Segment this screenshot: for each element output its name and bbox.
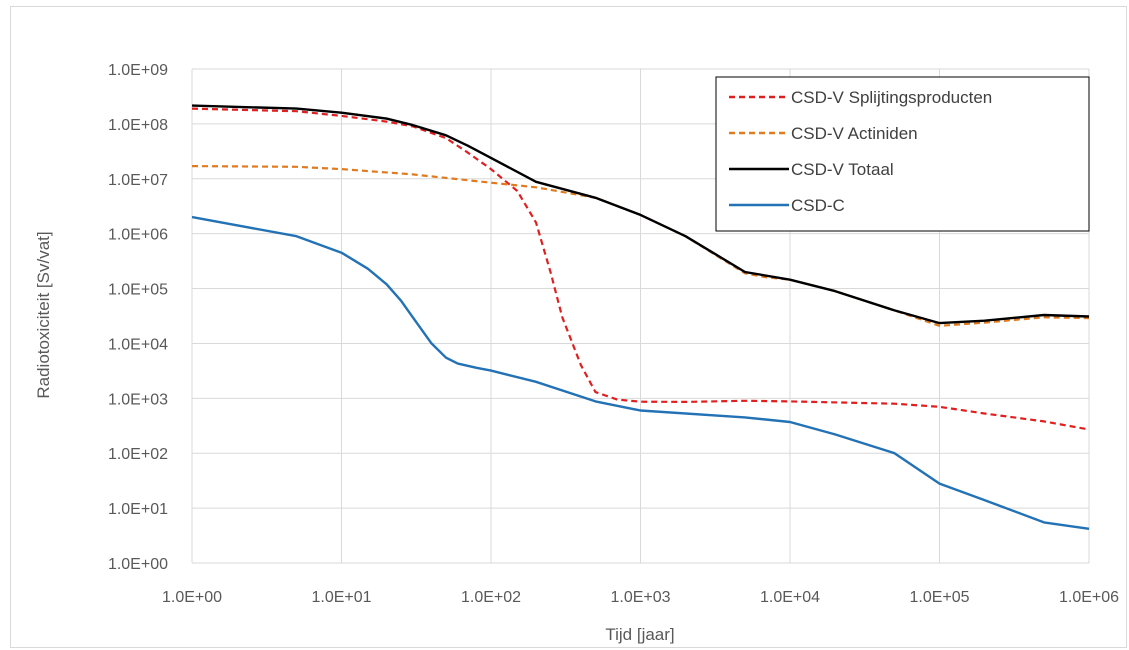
legend-label: CSD-V Totaal [791,160,894,179]
x-tick-label: 1.0E+04 [760,589,820,606]
legend: CSD-V Splijtingsproducten CSD-V Actiniden… [715,76,1090,232]
legend-label: CSD-V Splijtingsproducten [791,88,992,107]
y-axis-ticks: 1.0E+00 1.0E+01 1.0E+02 1.0E+03 1.0E+04 1.0E+… [108,62,168,573]
y-tick-label: 1.0E+01 [108,501,168,518]
series-line-3 [191,104,1090,325]
x-tick-label: 1.0E+01 [311,589,371,606]
x-tick-label: 1.0E+02 [461,589,521,606]
y-tick-label: 1.0E+08 [108,117,168,134]
y-tick-label: 1.0E+03 [108,391,168,408]
y-tick-label: 1.0E+07 [108,172,168,189]
grid-lines [191,68,1090,564]
legend-label: CSD-V Actiniden [791,124,918,143]
y-tick-label: 1.0E+04 [108,336,168,353]
x-tick-label: 1.0E+00 [162,589,222,606]
y-axis-title: Radiotoxiciteit [Sv/vat] [34,231,53,398]
x-tick-label: 1.0E+03 [610,589,670,606]
x-axis-ticks: 1.0E+00 1.0E+01 1.0E+02 1.0E+03 1.0E+04 1.0E+… [162,589,1119,606]
series-line-2 [191,165,1090,327]
x-tick-label: 1.0E+05 [909,589,969,606]
x-axis-title: Tijd [jaar] [605,625,674,644]
y-tick-label: 1.0E+06 [108,227,168,244]
y-tick-label: 1.0E+09 [108,62,168,79]
legend-label: CSD-C [791,196,845,215]
y-tick-label: 1.0E+02 [108,446,168,463]
x-tick-label: 1.0E+06 [1059,589,1119,606]
y-tick-label: 1.0E+05 [108,282,168,299]
y-tick-label: 1.0E+00 [108,556,168,573]
series-line-1 [191,107,1090,431]
series-line-4 [191,215,1090,530]
series-layer [191,104,1090,530]
